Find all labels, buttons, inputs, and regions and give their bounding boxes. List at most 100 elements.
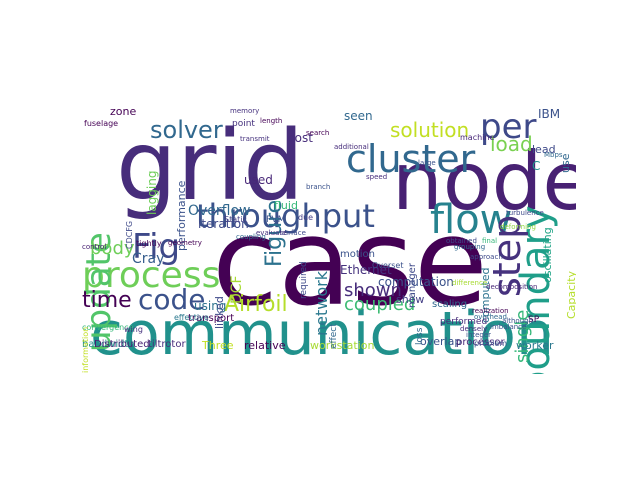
word-fig: Fig — [132, 227, 181, 267]
word-static: Static — [224, 215, 247, 224]
word-speed: speed — [366, 173, 388, 181]
word-fuselage: fuselage — [84, 119, 119, 128]
word-machine: machine — [460, 133, 495, 142]
word-node: node — [392, 135, 576, 228]
word-ibm: IBM — [538, 107, 561, 121]
word-required: required — [299, 261, 309, 299]
word-body: body — [90, 238, 135, 259]
word-motion: motion — [340, 249, 376, 260]
word-seen: seen — [344, 109, 373, 123]
word-relative: relative — [244, 339, 286, 352]
word-coupling: coupling — [236, 233, 266, 241]
word-lead: lead — [532, 143, 556, 156]
word-length: length — [260, 117, 283, 125]
word-effective: effective — [174, 313, 209, 322]
word-lagging: lagging — [145, 170, 159, 215]
word-approach: approach — [470, 253, 503, 261]
word-bandwidth: bandwidth — [82, 339, 135, 350]
word-overlap: overlap — [420, 335, 462, 348]
word-loss: loss — [415, 327, 425, 345]
word-cdcfg: CDCFG — [125, 220, 134, 249]
word-cluster: cluster — [346, 137, 476, 181]
word-scaling: scaling — [432, 299, 468, 310]
word-difference: difference — [452, 279, 488, 287]
word-three: Three — [202, 339, 234, 352]
word-cray: Cray — [132, 251, 165, 267]
word-grid: grid — [116, 110, 305, 222]
word-surface: surface — [280, 229, 306, 237]
word-cost: cost — [288, 131, 313, 145]
word-manager: manager — [407, 263, 418, 308]
word-overhead: overhead — [474, 313, 507, 321]
word-tiltrotor: tiltrotor — [148, 339, 186, 350]
word-oscillating: oscillating — [541, 227, 554, 283]
word-coupled: coupled — [344, 294, 416, 315]
word-obtained: obtained — [446, 237, 477, 245]
word-used: used — [244, 173, 273, 187]
word-solver: solver — [150, 116, 223, 144]
word-control: control — [82, 243, 107, 251]
word-computation: computation — [378, 275, 454, 289]
word-turbulence: turbulence — [506, 209, 544, 217]
word-worker: worker — [516, 339, 554, 352]
word-overflow: Overflow — [188, 203, 251, 219]
word-airfoil: Airfoil — [224, 292, 288, 317]
word-per: per — [480, 107, 537, 147]
word-grouping: grouping — [454, 243, 486, 251]
word-using: using — [194, 299, 227, 313]
word-ethernet: Ethernet — [340, 263, 392, 277]
word-mbps: Mbps — [544, 151, 563, 159]
word-zone: zone — [110, 105, 137, 118]
word-due: due — [298, 213, 314, 222]
word-although: although — [502, 317, 534, 325]
word-fluid: fluid — [274, 199, 298, 212]
word-iteration: iteration — [198, 217, 249, 231]
word-load: load — [490, 132, 533, 156]
word-wing: wing — [124, 325, 143, 334]
word-information: information — [81, 326, 90, 373]
word-densely: densely — [460, 325, 488, 333]
word-geometry: geometry — [168, 239, 202, 247]
word-overset: Overset — [372, 261, 404, 270]
word-large: large — [418, 159, 436, 167]
word-processor: processor — [456, 337, 505, 348]
word-workstation: workstation — [310, 339, 375, 352]
word-convergence: convergence — [82, 323, 134, 332]
word-pvm: PVM — [266, 215, 286, 225]
word-additional: additional — [334, 143, 369, 151]
word-show: show — [396, 293, 425, 306]
word-realization: realization — [472, 307, 509, 315]
word-throughput: throughput — [196, 197, 375, 235]
word-cloud: case grid communication node throughput proce… — [80, 104, 576, 374]
word-capacity: Capacity — [565, 270, 576, 319]
word-code: code — [138, 283, 206, 316]
word-evaluate: evaluate — [256, 229, 287, 237]
word-distributed: Distributed — [94, 339, 150, 350]
word-integer: integer — [466, 331, 492, 339]
word-problem: problem — [474, 339, 508, 348]
word-transmit: transmit — [240, 135, 270, 143]
word-c: C — [532, 159, 541, 173]
word-dcf: DCF — [229, 275, 245, 304]
word-transport: transport — [188, 313, 235, 324]
word-imbalance: imbalance — [490, 323, 527, 331]
word-communication: communication — [90, 299, 555, 369]
word-sp: SP — [528, 315, 540, 325]
word-performed: performed — [440, 317, 488, 327]
word-branch: branch — [306, 183, 331, 191]
word-deforming: deforming — [500, 223, 536, 231]
word-tightly: tightly — [136, 239, 162, 248]
word-memory: memory — [230, 107, 260, 115]
word-decomposition: decomposition — [486, 283, 538, 291]
word-solution: solution — [390, 118, 470, 142]
word-final: final — [482, 237, 498, 245]
word-time: time — [82, 288, 132, 313]
word-network: network — [312, 271, 331, 336]
word-search: search — [306, 129, 330, 137]
word-case: case — [212, 194, 488, 333]
word-process: process — [82, 255, 221, 296]
word-shown: shown — [344, 280, 402, 301]
word-flow: flow — [430, 197, 513, 243]
word-point: point — [232, 119, 255, 129]
